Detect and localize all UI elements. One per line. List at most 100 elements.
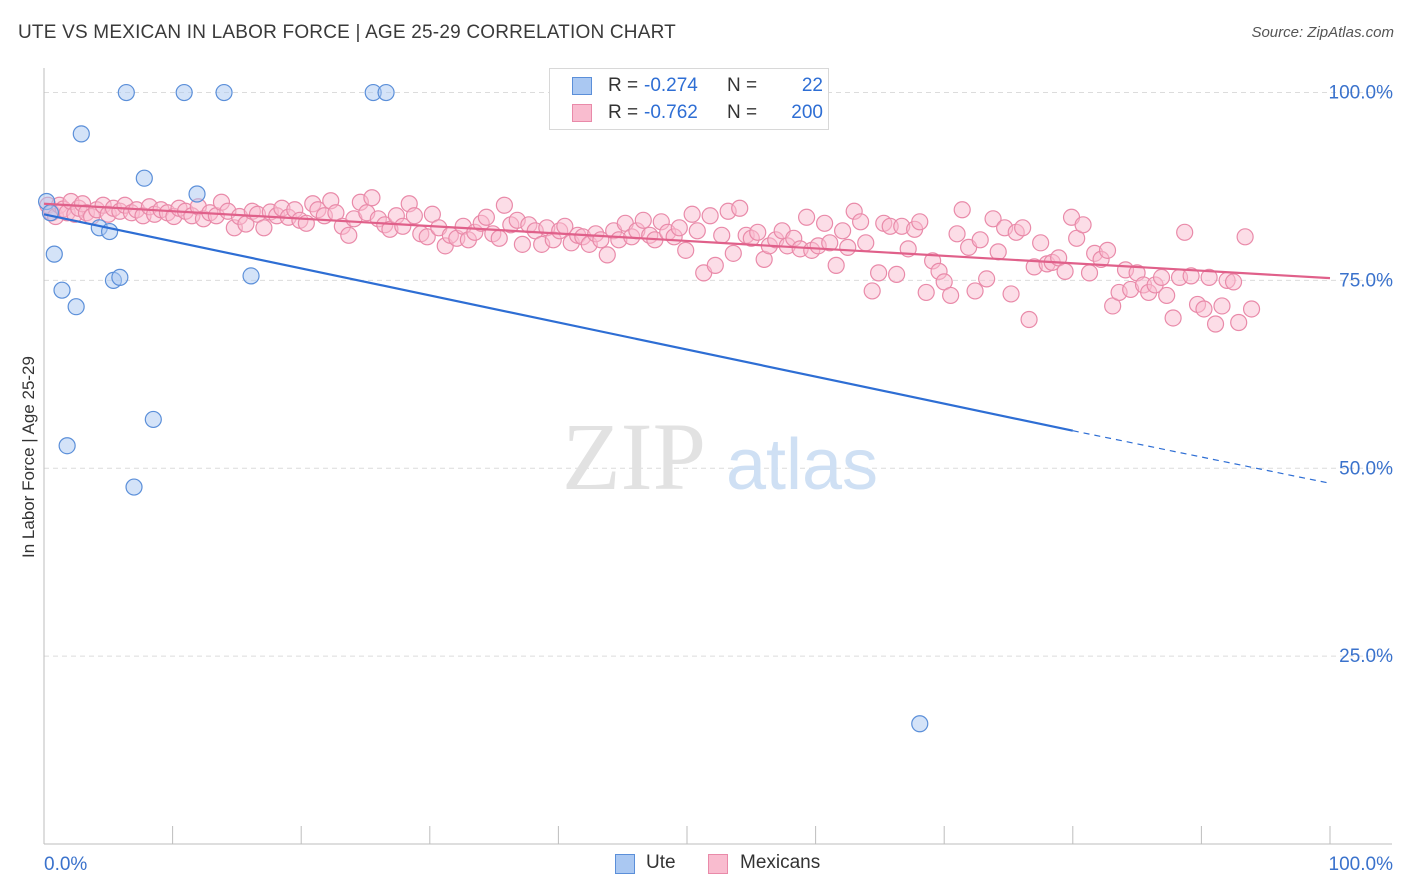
ute-point	[911, 715, 929, 733]
mexicans-point	[917, 283, 935, 302]
correlation-legend: R = -0.274 N = 22 R = -0.762 N = 200	[549, 68, 829, 130]
axis-layer	[43, 68, 1392, 845]
legend-n-label: N =	[727, 102, 758, 123]
mexicans-point	[978, 270, 996, 288]
mexicans-trend-line	[43, 202, 1331, 280]
mexicans-point	[1206, 315, 1225, 333]
mexicans-point	[863, 282, 881, 300]
mexicans-point	[1152, 268, 1171, 287]
ute-point	[58, 437, 76, 455]
ute-point	[45, 245, 63, 263]
legend-r-label: R =	[608, 75, 639, 96]
mexicans-point	[1020, 310, 1038, 329]
legend-n-value: 200	[791, 102, 823, 123]
ute-point	[377, 83, 395, 102]
mexicans-point	[1182, 267, 1200, 285]
mexicans-point	[706, 256, 724, 274]
ute-point	[72, 125, 90, 143]
series-legend-swatch-ute	[615, 854, 635, 874]
ute-point	[135, 169, 153, 187]
grid-layer	[44, 92, 1392, 657]
series-legend-label-mexicans: Mexicans	[740, 852, 821, 873]
mexicans-points	[39, 189, 1261, 333]
mexicans-point	[1014, 219, 1032, 237]
series-legend-swatch-mexicans	[708, 854, 728, 874]
ute-point	[242, 267, 260, 285]
mexicans-point	[827, 256, 845, 274]
mexicans-point	[394, 217, 412, 235]
mexicans-point	[1098, 241, 1117, 259]
mexicans-point	[477, 208, 495, 226]
mexicans-point	[953, 201, 971, 219]
mexicans-point	[405, 207, 423, 225]
mexicans-point	[1242, 300, 1261, 318]
watermark-atlas: atlas	[726, 425, 878, 505]
ute-point	[53, 281, 71, 299]
mexicans-point	[1200, 268, 1218, 287]
mexicans-point	[598, 246, 616, 264]
mexicans-point	[1074, 216, 1092, 234]
mexicans-point	[1002, 285, 1020, 303]
y-tick-label: 25.0%	[1339, 646, 1393, 667]
mexicans-point	[870, 264, 888, 282]
chart-title: UTE VS MEXICAN IN LABOR FORCE | AGE 25-2…	[18, 22, 676, 43]
ute-point	[125, 478, 143, 496]
mexicans-point	[911, 213, 929, 231]
mexicans-point	[1080, 264, 1099, 282]
mexicans-point	[688, 222, 706, 240]
mexicans-point	[749, 223, 767, 241]
ute-point	[144, 410, 162, 429]
y-tick-labels: 25.0% 50.0% 75.0% 100.0%	[1329, 83, 1394, 668]
legend-swatch-mexicans	[572, 104, 592, 122]
mexicans-point	[513, 235, 531, 253]
mexicans-point	[821, 234, 839, 252]
mexicans-point	[495, 196, 513, 214]
ute-point	[215, 83, 233, 102]
watermark: ZIP atlas	[562, 403, 878, 510]
mexicans-point	[683, 205, 701, 223]
mexicans-point	[1158, 286, 1176, 305]
mexicans-point	[1236, 228, 1254, 246]
mexicans-point	[857, 234, 875, 252]
ute-point	[111, 268, 129, 287]
mexicans-point	[966, 282, 984, 300]
mexicans-point	[701, 207, 719, 225]
trend-lines	[43, 202, 1331, 484]
mexicans-point	[888, 265, 906, 283]
mexicans-point	[797, 208, 816, 226]
mexicans-point	[1195, 300, 1213, 318]
mexicans-point	[340, 226, 358, 244]
x-tick-labels: 0.0% 100.0%	[44, 854, 1393, 875]
mexicans-point	[418, 228, 436, 246]
mexicans-point	[255, 219, 273, 237]
mexicans-point	[852, 213, 870, 231]
ute-trend-extension	[1072, 430, 1331, 484]
mexicans-point	[989, 243, 1007, 261]
mexicans-point	[1164, 309, 1182, 327]
legend-r-value: -0.762	[644, 102, 698, 123]
mexicans-point	[816, 214, 834, 232]
ute-point	[188, 185, 206, 203]
mexicans-point	[670, 219, 688, 237]
mexicans-point	[942, 286, 960, 305]
mexicans-point	[634, 211, 652, 229]
mexicans-point	[677, 241, 695, 259]
series-legend-label-ute: Ute	[646, 852, 676, 873]
ute-points	[37, 83, 929, 733]
y-axis-title: In Labor Force | Age 25-29	[19, 356, 38, 558]
x-tick-label: 0.0%	[44, 854, 87, 875]
mexicans-point	[1176, 223, 1194, 241]
legend-r-value: -0.274	[644, 75, 698, 96]
ute-trend-line	[43, 213, 1074, 432]
mexicans-point	[834, 222, 852, 240]
mexicans-point	[724, 244, 742, 262]
mexicans-point	[363, 189, 381, 207]
y-tick-label: 100.0%	[1329, 83, 1394, 104]
ute-point	[117, 83, 135, 102]
mexicans-point	[948, 225, 966, 243]
legend-r-label: R =	[608, 102, 639, 123]
x-tick-label: 100.0%	[1329, 854, 1394, 875]
mexicans-point	[1213, 297, 1231, 315]
mexicans-point	[1032, 234, 1050, 252]
